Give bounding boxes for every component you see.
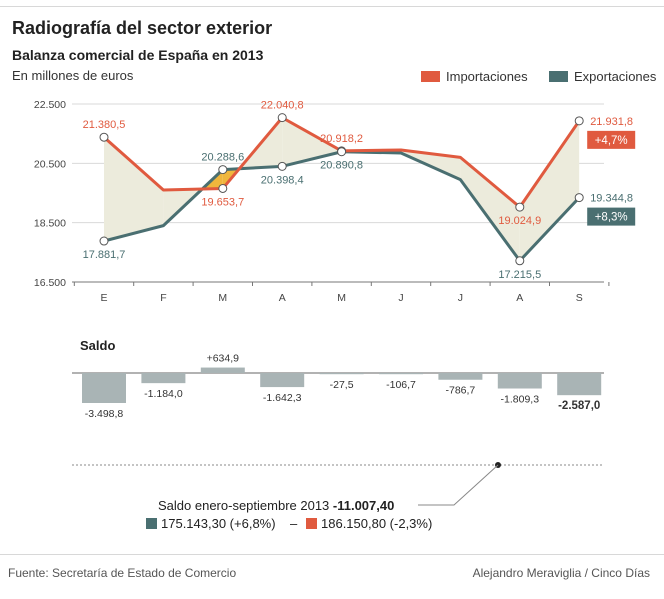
imports-data-label: 21.380,5	[83, 119, 126, 131]
exports-data-label: 17.881,7	[83, 249, 126, 261]
author-credit: Alejandro Meraviglia / Cinco Días	[472, 566, 650, 580]
legend-exports-label: Exportaciones	[574, 69, 657, 84]
saldo-bar	[141, 373, 186, 384]
legend-imports-label: Importaciones	[446, 69, 528, 84]
summary-separator: –	[290, 516, 298, 531]
saldo-bar	[497, 373, 542, 389]
exports-point	[277, 161, 287, 171]
saldo-bar-label: -1.642,3	[263, 392, 302, 404]
exports-change-badge	[587, 207, 636, 226]
imports-total: 186.150,80 (-2,3%)	[321, 516, 432, 531]
y-tick-label: 16.500	[34, 277, 66, 289]
trade-balance-chart: 16.500 18.500 20.500 22.500 E F M A M J J A S 21.380,…	[34, 99, 636, 531]
x-tick-label: A	[279, 292, 286, 304]
x-tick-label: J	[458, 292, 463, 304]
saldo-bar-label: -1.184,0	[144, 388, 183, 400]
imports-point	[99, 132, 109, 142]
imports-data-label: 19.653,7	[201, 196, 244, 208]
saldo-bar	[200, 367, 245, 373]
exports-total: 175.143,30 (+6,8%)	[161, 516, 276, 531]
exports-point	[99, 236, 109, 246]
x-tick-label: M	[218, 292, 227, 304]
summary-balance: Saldo enero-septiembre 2013 -11.007,40	[158, 498, 394, 513]
exports-data-label: 20.890,8	[320, 160, 363, 172]
exports-swatch	[549, 71, 568, 82]
saldo-bar	[260, 373, 305, 388]
exports-point	[337, 147, 347, 157]
saldo-bar-label: -786,7	[446, 385, 476, 397]
saldo-bar	[319, 373, 364, 375]
top-rule	[0, 6, 664, 7]
units-label: En millones de euros	[12, 68, 134, 83]
x-tick-label: E	[100, 292, 107, 304]
saldo-bar-label: -1.809,3	[501, 394, 540, 406]
exports-data-label: 17.215,5	[498, 269, 541, 281]
imports-data-label: 22.040,8	[261, 100, 304, 112]
y-tick-label: 18.500	[34, 218, 66, 230]
saldo-bar	[438, 373, 483, 380]
x-tick-label: S	[576, 292, 583, 304]
imports-point	[218, 183, 228, 193]
saldo-bar	[379, 373, 423, 375]
saldo-bar-label: -106,7	[386, 379, 416, 391]
imports-data-label: 21.931,8	[590, 116, 633, 128]
imports-change-badge	[587, 130, 636, 149]
imports-point	[277, 113, 287, 123]
imports-swatch	[421, 71, 440, 82]
chart-subtitle: Balanza comercial de España en 2013	[12, 47, 264, 63]
gap-area	[519, 120, 580, 261]
saldo-bar-label: -27,5	[330, 379, 354, 391]
exports-data-label: 19.344,8	[590, 193, 633, 205]
imports-point	[574, 116, 584, 126]
y-tick-label: 20.500	[34, 158, 66, 170]
summary-balance-value: -11.007,40	[333, 498, 394, 513]
exports-point	[515, 256, 525, 266]
saldo-title: Saldo	[80, 338, 115, 353]
imports-change-label: +4,7%	[595, 135, 628, 147]
exports-total-swatch	[146, 518, 157, 529]
page-title: Radiografía del sector exterior	[12, 18, 273, 38]
saldo-bar-label: +634,9	[207, 353, 240, 365]
gap-area	[104, 137, 164, 242]
saldo-bar-label: -2.587,0	[558, 400, 600, 412]
imports-data-label: 20.918,2	[320, 133, 363, 145]
saldo-bar	[82, 373, 126, 403]
exports-data-label: 20.398,4	[261, 174, 304, 186]
saldo-bar-label: -3.498,8	[85, 408, 124, 420]
x-tick-label: A	[516, 292, 523, 304]
imports-point	[515, 202, 525, 212]
x-tick-label: F	[160, 292, 166, 304]
summary-leader	[418, 464, 499, 506]
saldo-bar	[557, 373, 602, 396]
exports-change-label: +8,3%	[595, 212, 628, 224]
source-note: Fuente: Secretaría de Estado de Comercio	[8, 566, 237, 580]
gap-area	[460, 157, 520, 261]
summary-balance-label: Saldo enero-septiembre 2013	[158, 498, 333, 513]
y-tick-label: 22.500	[34, 99, 66, 111]
x-tick-label: M	[337, 292, 346, 304]
exports-data-label: 20.288,6	[201, 152, 244, 164]
imports-total-swatch	[306, 518, 317, 529]
x-tick-label: J	[398, 292, 403, 304]
exports-point	[218, 165, 228, 175]
legend-exports: Exportaciones	[549, 69, 656, 84]
exports-point	[574, 193, 584, 203]
imports-data-label: 19.024,9	[498, 215, 541, 227]
footer-rule	[0, 554, 664, 555]
legend-imports: Importaciones	[421, 69, 528, 84]
